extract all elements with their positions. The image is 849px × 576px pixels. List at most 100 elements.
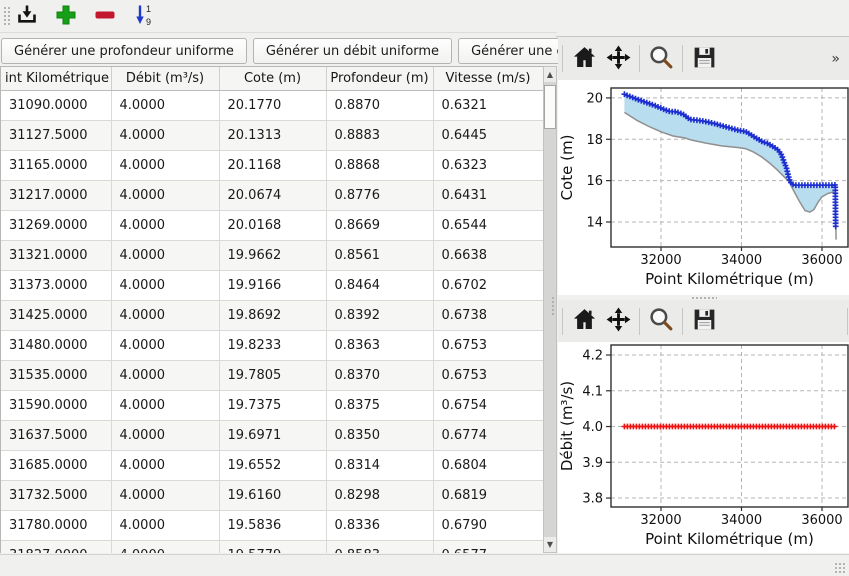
table-scrollbar[interactable]: ▲ ▼	[543, 66, 557, 553]
table-cell[interactable]: 0.6702	[433, 270, 543, 301]
table-cell[interactable]: 0.8583	[326, 540, 434, 553]
table-cell[interactable]: 20.1168	[219, 150, 327, 181]
table-cell[interactable]: 20.1770	[219, 90, 327, 121]
table-cell[interactable]: 4.0000	[111, 330, 220, 361]
table-cell[interactable]: 0.6774	[433, 420, 543, 451]
table-cell[interactable]: 4.0000	[111, 150, 220, 181]
zoom-button[interactable]	[644, 42, 678, 76]
table-cell[interactable]: 0.8669	[326, 210, 434, 241]
table-cell[interactable]: 0.6738	[433, 300, 543, 331]
table-cell[interactable]: 0.8392	[326, 300, 434, 331]
table-cell[interactable]: 4.0000	[111, 390, 220, 421]
scrollbar-thumb[interactable]	[544, 85, 556, 129]
generate-depth-button[interactable]: Générer une profondeur uniforme	[1, 38, 247, 64]
table-cell[interactable]: 4.0000	[111, 180, 220, 211]
table-cell[interactable]: 31165.0000	[1, 150, 112, 181]
table-cell[interactable]: 31637.5000	[1, 420, 112, 451]
table-cell[interactable]: 31217.0000	[1, 180, 112, 211]
table-cell[interactable]: 0.8868	[326, 150, 434, 181]
table-cell[interactable]: 19.6552	[219, 450, 327, 481]
table-cell[interactable]: 20.1313	[219, 120, 327, 151]
table-cell[interactable]: 4.0000	[111, 480, 220, 511]
toolbar-drag-handle[interactable]	[3, 6, 10, 27]
figures-splitter[interactable]	[558, 295, 849, 300]
table-cell[interactable]: 0.6790	[433, 510, 543, 541]
sort-rows-button[interactable]: 1 9	[131, 3, 157, 29]
scroll-up-button[interactable]: ▲	[544, 67, 556, 82]
vertical-splitter-handle[interactable]	[551, 296, 556, 316]
table-cell[interactable]: 4.0000	[111, 450, 220, 481]
home-button[interactable]	[567, 42, 601, 76]
table-cell[interactable]: 31590.0000	[1, 390, 112, 421]
table-cell[interactable]: 0.6431	[433, 180, 543, 211]
column-header[interactable]: Profondeur (m)	[326, 67, 434, 91]
table-cell[interactable]: 4.0000	[111, 420, 220, 451]
table-cell[interactable]: 4.0000	[111, 540, 220, 553]
table-cell[interactable]: 4.0000	[111, 210, 220, 241]
table-cell[interactable]: 31269.0000	[1, 210, 112, 241]
table-cell[interactable]: 19.5836	[219, 510, 327, 541]
table-cell[interactable]: 19.6971	[219, 420, 327, 451]
table-cell[interactable]: 4.0000	[111, 510, 220, 541]
table-cell[interactable]: 0.8561	[326, 240, 434, 271]
table-cell[interactable]: 31535.0000	[1, 360, 112, 391]
table-cell[interactable]: 0.8883	[326, 120, 434, 151]
table-cell[interactable]: 0.6544	[433, 210, 543, 241]
table-cell[interactable]: 0.6804	[433, 450, 543, 481]
debit-chart-canvas[interactable]: 32000 34000 36000 3.8 3.9 4.0 4.1 4.2 Point Kilo…	[558, 342, 849, 553]
pan-button[interactable]	[601, 304, 635, 338]
cote-chart-canvas[interactable]: 32000 34000 36000 14 16 18 20 Point Kilométriqu…	[558, 80, 849, 295]
table-cell[interactable]: 19.7375	[219, 390, 327, 421]
save-figure-button[interactable]	[687, 304, 721, 338]
table-cell[interactable]: 19.6160	[219, 480, 327, 511]
save-figure-button[interactable]	[687, 42, 721, 76]
table-cell[interactable]: 31373.0000	[1, 270, 112, 301]
generate-flow-button[interactable]: Générer un débit uniforme	[252, 38, 453, 64]
window-resize-grip[interactable]	[834, 562, 845, 573]
table-cell[interactable]: 0.8375	[326, 390, 434, 421]
zoom-button[interactable]	[644, 304, 678, 338]
table-cell[interactable]: 0.6445	[433, 120, 543, 151]
table-cell[interactable]: 4.0000	[111, 120, 220, 151]
table-cell[interactable]: 0.6753	[433, 360, 543, 391]
table-cell[interactable]: 0.8336	[326, 510, 434, 541]
table-cell[interactable]: 0.6577	[433, 540, 543, 553]
table-cell[interactable]: 0.8870	[326, 90, 434, 121]
table-cell[interactable]: 0.6323	[433, 150, 543, 181]
table-cell[interactable]: 4.0000	[111, 270, 220, 301]
table-cell[interactable]: 31425.0000	[1, 300, 112, 331]
table-cell[interactable]: 4.0000	[111, 360, 220, 391]
table-cell[interactable]: 19.8692	[219, 300, 327, 331]
add-row-button[interactable]	[53, 3, 79, 29]
table-cell[interactable]: 20.0674	[219, 180, 327, 211]
table-cell[interactable]: 0.8776	[326, 180, 434, 211]
table-cell[interactable]: 31480.0000	[1, 330, 112, 361]
table-cell[interactable]: 19.5779	[219, 540, 327, 553]
column-header[interactable]: Cote (m)	[219, 67, 327, 91]
table-cell[interactable]: 0.6753	[433, 330, 543, 361]
table-cell[interactable]: 31090.0000	[1, 90, 112, 121]
table-cell[interactable]: 0.6754	[433, 390, 543, 421]
table-cell[interactable]: 19.9166	[219, 270, 327, 301]
figures-splitter-handle[interactable]	[690, 296, 717, 300]
column-header[interactable]: int Kilométrique (	[1, 67, 112, 91]
table-cell[interactable]: 31685.0000	[1, 450, 112, 481]
home-button[interactable]	[567, 304, 601, 338]
table-cell[interactable]: 4.0000	[111, 240, 220, 271]
column-header[interactable]: Vitesse (m/s)	[433, 67, 543, 91]
pan-button[interactable]	[601, 42, 635, 76]
table-cell[interactable]: 19.8233	[219, 330, 327, 361]
table-cell[interactable]: 19.7805	[219, 360, 327, 391]
table-cell[interactable]: 0.8363	[326, 330, 434, 361]
toolbar-overflow-button[interactable]: »	[825, 50, 846, 68]
table-cell[interactable]: 4.0000	[111, 90, 220, 121]
table-cell[interactable]: 0.6321	[433, 90, 543, 121]
table-cell[interactable]: 31732.5000	[1, 480, 112, 511]
table-cell[interactable]: 19.9662	[219, 240, 327, 271]
table-cell[interactable]: 0.8464	[326, 270, 434, 301]
table-cell[interactable]: 31827.0000	[1, 540, 112, 553]
table-cell[interactable]: 0.6638	[433, 240, 543, 271]
remove-row-button[interactable]	[92, 3, 118, 29]
table-cell[interactable]: 31321.0000	[1, 240, 112, 271]
table-cell[interactable]: 0.8314	[326, 450, 434, 481]
